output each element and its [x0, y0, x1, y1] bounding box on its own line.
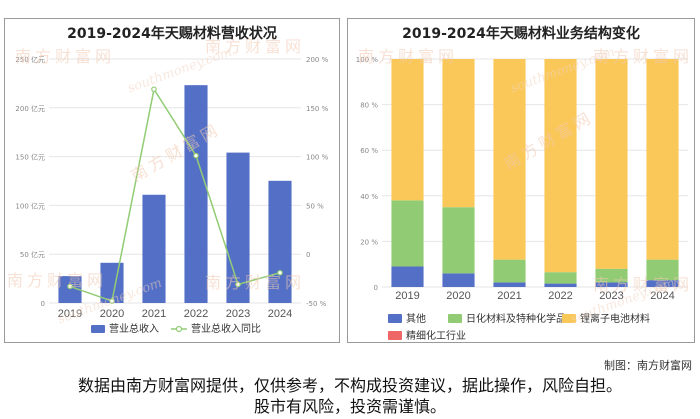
x-tick-label: 2020 — [100, 308, 124, 320]
legend-swatch — [388, 314, 402, 323]
legend-swatch — [562, 314, 576, 323]
revenue-bar — [58, 276, 82, 303]
y-tick-label: 40 % — [360, 193, 378, 201]
y-left-tick-label: 50 亿元 — [20, 250, 45, 259]
stacked-bar-segment — [442, 273, 475, 287]
watermark: 南方财富网 — [7, 271, 108, 290]
y-left-tick-label: 250 亿元 — [15, 55, 45, 64]
yoy-point — [67, 283, 73, 290]
y-right-tick-label: -50 % — [306, 300, 327, 308]
y-right-tick-label: 0 — [306, 251, 310, 259]
stacked-bar-segment — [391, 59, 424, 201]
structure-chart-panel: 0 20 % 40 % 60 % 80 % 100 % 2019 2020 2021 2022 20… — [347, 18, 695, 343]
legend-swatch-revenue — [91, 325, 105, 333]
stacked-bar-segment — [391, 266, 424, 287]
watermark: 南方财富网 — [15, 47, 116, 66]
x-tick-label: 2024 — [650, 290, 674, 302]
y-tick-label: 80 % — [360, 102, 378, 110]
watermark: 南方财富网 — [205, 273, 306, 292]
yoy-line — [69, 87, 281, 303]
yoy-point — [151, 86, 157, 93]
x-tick-label: 2022 — [548, 290, 572, 302]
stacked-bar-segment — [595, 268, 628, 283]
stacked-bar-segment — [544, 283, 577, 287]
legend-label-revenue: 营业总收入 — [109, 322, 159, 335]
disclaimer-line2: 股市有风险，投资需谨慎。 — [253, 397, 446, 416]
structure-chart: 0 20 % 40 % 60 % 80 % 100 % 2019 2020 2021 2022 20… — [356, 56, 688, 342]
x-tick-label: 2021 — [142, 308, 166, 320]
watermark: 南方财富网 — [593, 275, 694, 294]
revenue-chart-title: 2019-2024年天赐材料营收状况 — [67, 26, 277, 42]
stacked-bar-segment — [493, 59, 526, 260]
stacked-bar-segment — [442, 59, 475, 208]
y-left-tick-label: 0 — [41, 300, 45, 308]
watermark: 南方财富网 — [593, 47, 694, 66]
stacked-bar-segment — [493, 259, 526, 283]
x-tick-label: 2019 — [58, 308, 82, 320]
stacked-bar-segment — [595, 282, 628, 287]
stacked-bar-segment — [646, 280, 679, 287]
stacked-bar-segment — [493, 282, 526, 287]
stacked-bar-segment — [391, 200, 424, 267]
revenue-bar — [184, 85, 208, 303]
y-right-tick-label: 200 % — [306, 56, 329, 64]
yoy-point — [109, 298, 115, 304]
x-tick-label: 2022 — [184, 308, 208, 320]
y-right-tick-label: 50 % — [306, 202, 324, 210]
stacked-bar-segment — [646, 259, 679, 281]
x-tick-label: 2023 — [599, 290, 623, 302]
stacked-bar-segment — [544, 272, 577, 284]
structure-chart-title: 2019-2024年天赐材料业务结构变化 — [402, 26, 640, 42]
x-tick-label: 2023 — [226, 308, 250, 320]
x-tick-label: 2024 — [268, 308, 292, 320]
disclaimer-line1: 数据由南方财富网提供，仅供参考，不构成投资建议，据此操作，风险自担。 — [77, 376, 622, 395]
yoy-point — [277, 269, 283, 276]
y-tick-label: 0 — [374, 284, 378, 292]
y-tick-label: 60 % — [360, 147, 378, 155]
source-label: 制图：南方财富网 — [604, 359, 692, 372]
yoy-point — [193, 152, 199, 159]
y-right-tick-label: 100 % — [306, 154, 329, 162]
legend-label: 日化材料及特种化学品 — [466, 312, 566, 325]
y-right-tick-label: 150 % — [306, 105, 329, 113]
yoy-point — [235, 281, 241, 288]
stacked-bar-segment — [595, 59, 628, 269]
y-tick-label: 20 % — [360, 238, 378, 246]
y-left-tick-label: 200 亿元 — [15, 104, 45, 113]
y-tick-label: 100 % — [356, 56, 379, 64]
x-tick-label: 2020 — [446, 290, 470, 302]
y-left-tick-label: 100 亿元 — [15, 201, 45, 210]
legend-swatch — [448, 314, 462, 323]
revenue-chart-panel: 0 50 亿元 100 亿元 150 亿元 200 亿元 250 亿元 -50 % 0 50 %… — [4, 18, 340, 343]
legend-marker-yoy — [175, 325, 183, 333]
revenue-bar — [142, 194, 166, 303]
legend-label: 精细化工行业 — [406, 329, 466, 342]
stacked-bar-segment — [544, 59, 577, 273]
revenue-chart: 0 50 亿元 100 亿元 150 亿元 200 亿元 250 亿元 -50 % 0 50 %… — [15, 55, 329, 335]
stacked-bar-segment — [646, 59, 679, 260]
watermark: 南方财富网 — [205, 37, 306, 56]
legend-swatch — [388, 331, 402, 340]
legend-label: 锂离子电池材料 — [580, 312, 650, 325]
watermark: 南方财富网 — [358, 47, 459, 66]
stacked-bar-segment — [442, 207, 475, 274]
x-tick-label: 2021 — [497, 290, 521, 302]
disclaimer: 数据由南方财富网提供，仅供参考，不构成投资建议，据此操作，风险自担。 股市有风险… — [0, 375, 700, 417]
legend-label-yoy: 营业总收入同比 — [191, 322, 261, 335]
revenue-bar — [268, 180, 292, 303]
x-tick-label: 2019 — [395, 290, 419, 302]
y-left-tick-label: 150 亿元 — [15, 153, 45, 162]
legend-label: 其他 — [406, 312, 426, 325]
